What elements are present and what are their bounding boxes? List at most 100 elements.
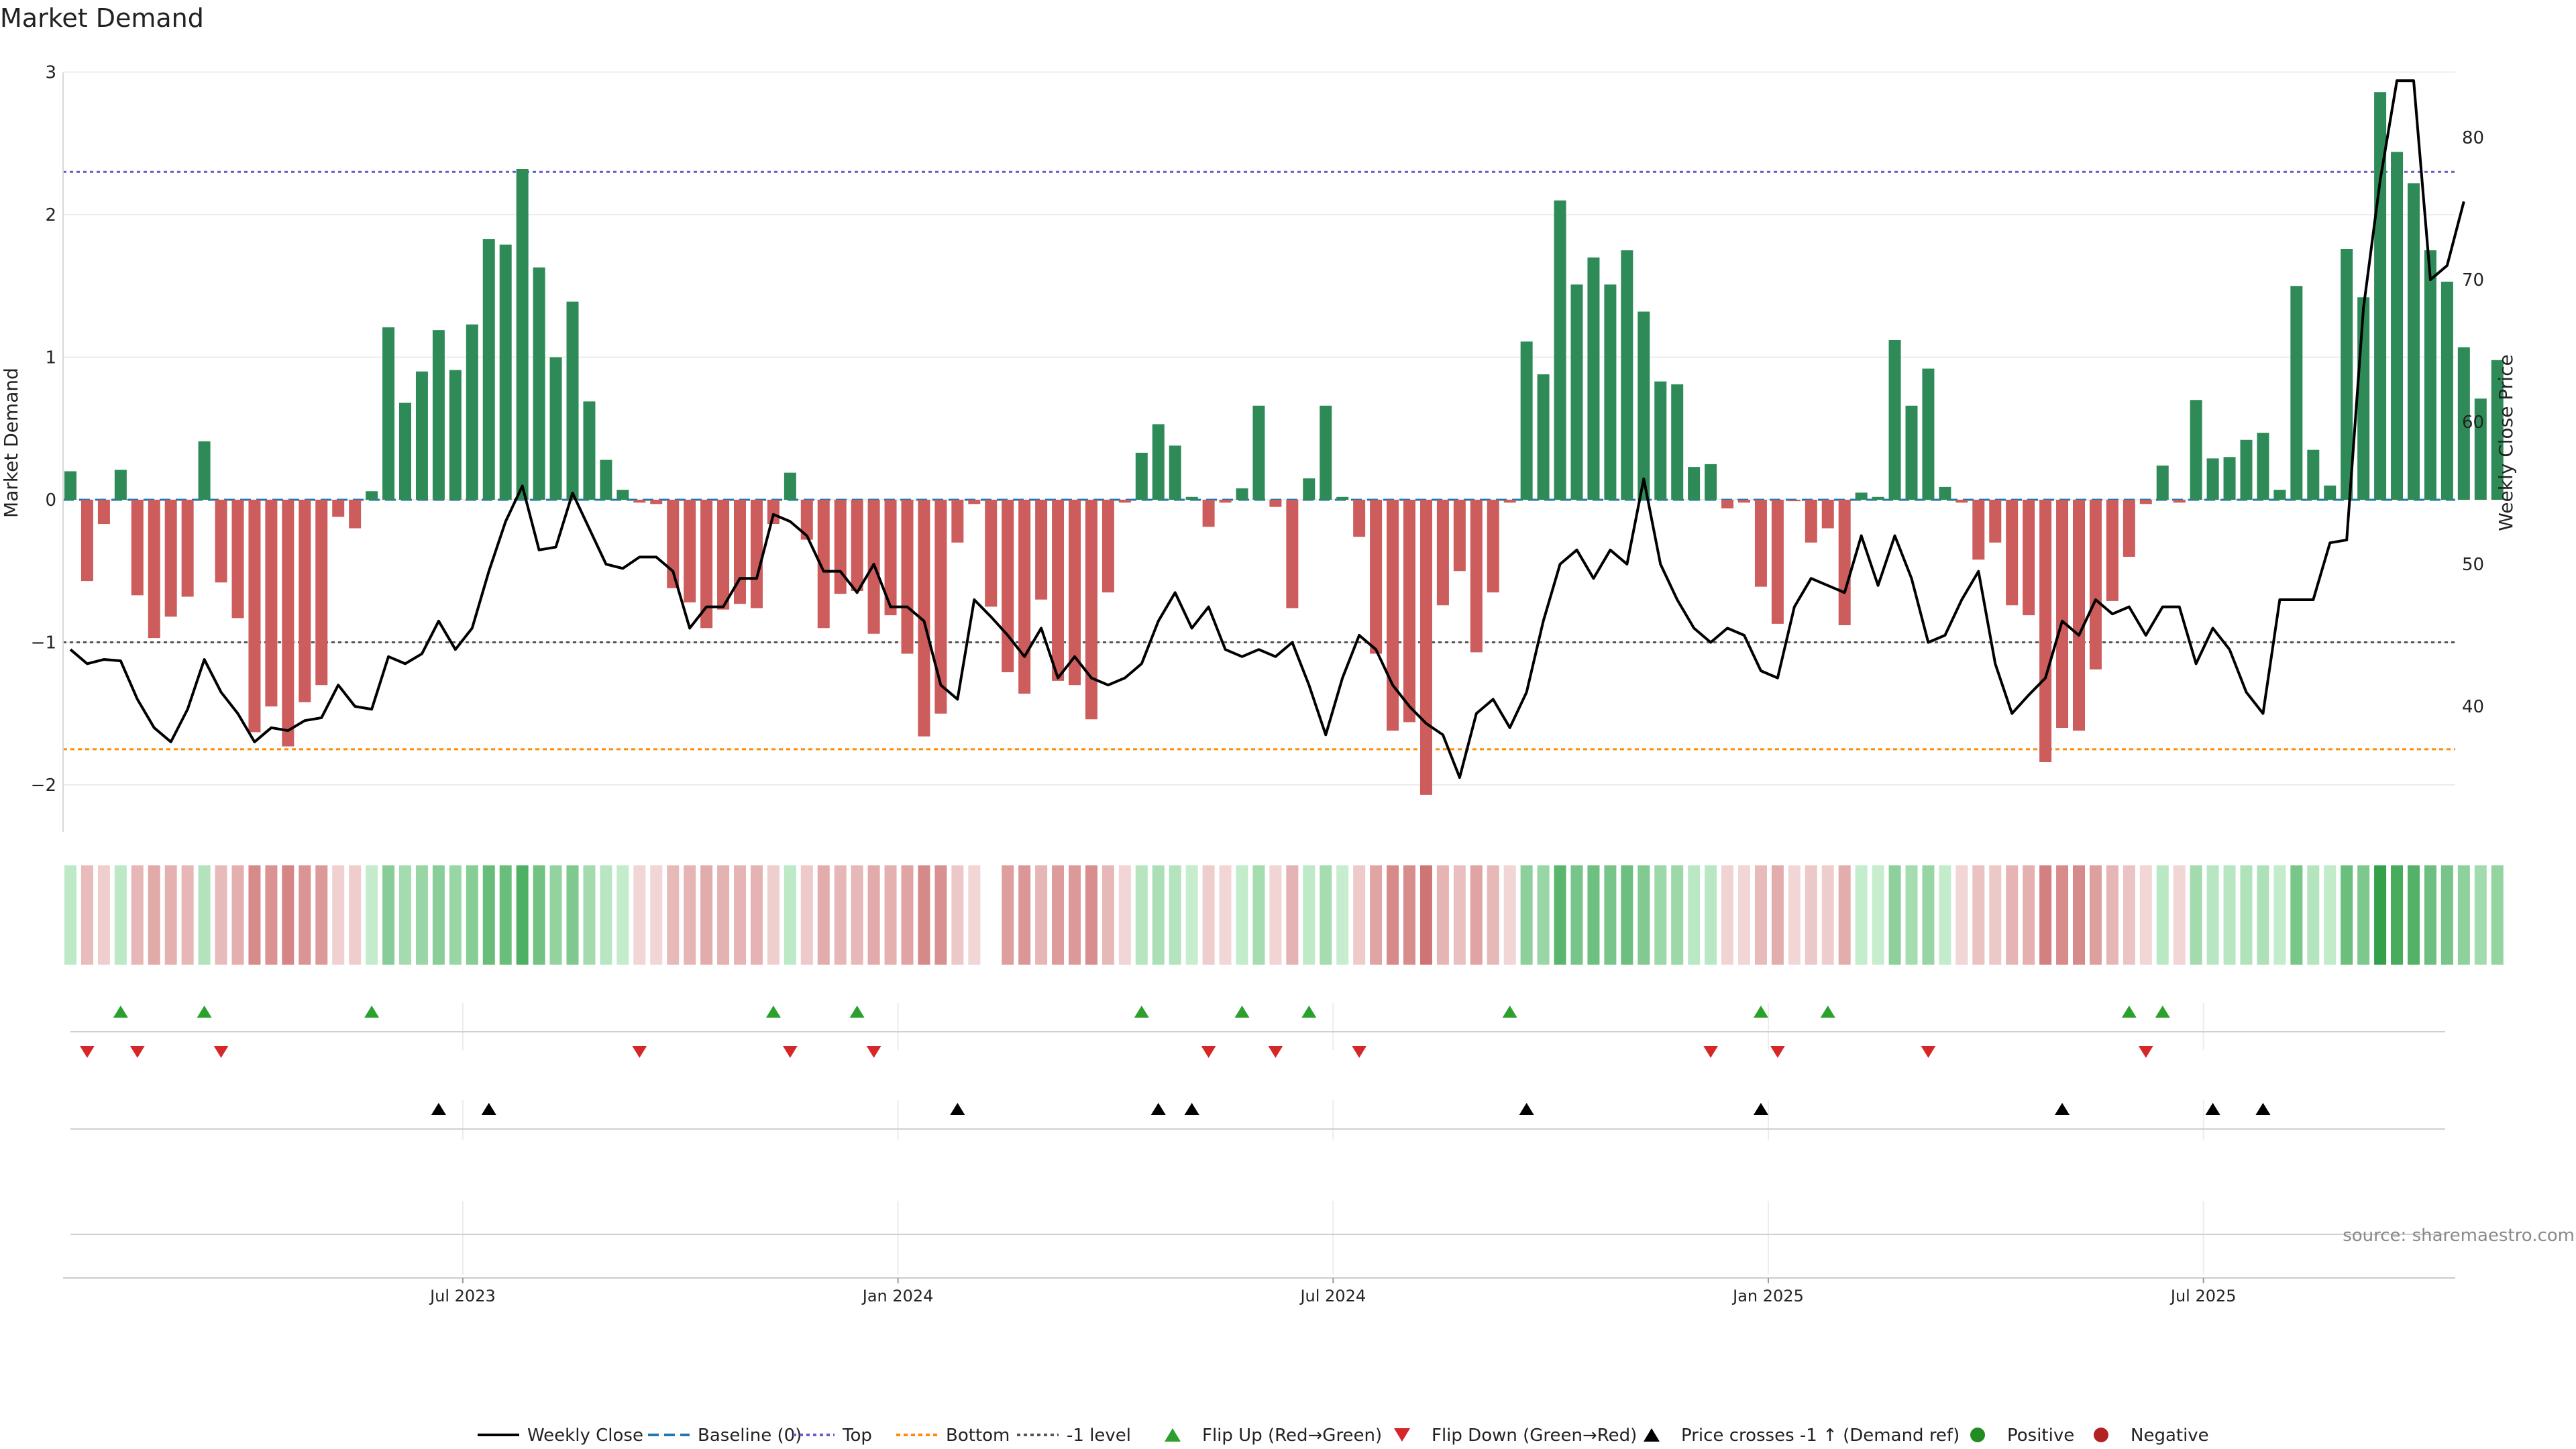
strip-cell <box>817 865 830 965</box>
strip-cell <box>1855 865 1868 965</box>
strip-cell <box>366 865 378 965</box>
y2-tick-label: 80 <box>2462 128 2484 148</box>
strip-cell <box>1470 865 1483 965</box>
price-cross-marker <box>1519 1103 1534 1115</box>
flip-up-marker <box>364 1006 380 1018</box>
strip-cell <box>1821 865 1834 965</box>
demand-bar <box>901 500 914 654</box>
demand-bar <box>198 441 211 500</box>
demand-bar <box>2039 500 2052 762</box>
demand-bar <box>2023 500 2035 616</box>
strip-cell <box>2424 865 2436 965</box>
demand-bar <box>1269 500 1282 507</box>
demand-bar <box>1018 500 1031 694</box>
legend-label: Flip Up (Red→Green) <box>1202 1426 1382 1446</box>
strip-cell <box>1370 865 1383 965</box>
price-cross-marker <box>481 1103 496 1115</box>
demand-bar <box>148 500 160 639</box>
demand-bar <box>1219 500 1232 503</box>
flip-up-marker <box>2121 1006 2137 1018</box>
demand-heat-strip <box>64 865 2504 965</box>
strip-cell <box>1587 865 1600 965</box>
demand-bar <box>1855 492 1868 500</box>
price-cross-marker <box>1753 1103 1768 1115</box>
strip-cell <box>1537 865 1550 965</box>
demand-bar <box>700 500 713 629</box>
strip-cell <box>800 865 813 965</box>
demand-bar <box>1872 496 1884 500</box>
strip-cell <box>867 865 880 965</box>
demand-bar <box>1202 500 1215 527</box>
demand-bar <box>2290 286 2303 500</box>
demand-bar <box>80 500 93 582</box>
demand-bar <box>1487 500 1499 593</box>
strip-cell <box>616 865 629 965</box>
demand-bar <box>934 500 947 714</box>
legend-label: Flip Down (Green→Red) <box>1432 1426 1637 1446</box>
flip-down-marker <box>782 1046 798 1058</box>
demand-bar <box>1688 467 1701 500</box>
x-tick-label: Jul 2025 <box>2169 1287 2237 1305</box>
demand-bar <box>1788 500 1801 502</box>
demand-bar <box>1303 478 1316 500</box>
demand-bar <box>1838 500 1851 625</box>
demand-bar <box>1336 496 1349 500</box>
demand-bar <box>2240 439 2253 500</box>
demand-bar <box>215 500 227 583</box>
strip-cell <box>382 865 395 965</box>
flip-up-marker <box>1502 1006 1517 1018</box>
flip-up-marker <box>765 1006 781 1018</box>
strip-cell <box>1805 865 1817 965</box>
demand-bar <box>2457 347 2470 500</box>
demand-bar <box>1821 500 1834 529</box>
x-axis-ticks: Jul 2023 Jan 2024 Jul 2024 Jan 2025 Jul 2025 <box>429 1278 2237 1305</box>
strip-cell <box>2106 865 2118 965</box>
demand-bar <box>415 371 428 500</box>
strip-cell <box>1002 865 1014 965</box>
strip-cell <box>198 865 211 965</box>
demand-bar <box>1570 284 1583 500</box>
strip-cell <box>2324 865 2337 965</box>
demand-bar <box>918 500 930 737</box>
legend-swatch <box>1394 1428 1410 1442</box>
demand-bar <box>1286 500 1299 608</box>
demand-bar <box>282 500 294 747</box>
strip-cell <box>2206 865 2219 965</box>
strip-cell <box>1320 865 1332 965</box>
strip-cell <box>131 865 144 965</box>
strip-cell <box>750 865 763 965</box>
demand-bar <box>1370 500 1383 654</box>
strip-cell <box>1487 865 1499 965</box>
strip-cell <box>1236 865 1248 965</box>
strip-cell <box>2290 865 2303 965</box>
demand-bar <box>1436 500 1449 606</box>
strip-cell <box>2123 865 2135 965</box>
strip-cell <box>1052 865 1065 965</box>
strip-cell <box>1219 865 1232 965</box>
price-cross-marker <box>2255 1103 2271 1115</box>
strip-cell <box>2023 865 2035 965</box>
demand-bar <box>2056 500 2069 728</box>
demand-bar <box>332 500 345 517</box>
y2-tick-label: 50 <box>2462 555 2484 575</box>
demand-bar <box>349 500 362 529</box>
demand-bar <box>1922 368 1935 500</box>
y2-axis-label: Weekly Close Price <box>2495 354 2517 531</box>
flip-down-marker <box>632 1046 647 1058</box>
strip-cell <box>1169 865 1181 965</box>
strip-cell <box>1554 865 1566 965</box>
strip-cell <box>1286 865 1299 965</box>
demand-bar <box>1252 405 1265 500</box>
demand-bar <box>1554 200 1566 500</box>
demand-bar <box>366 491 378 500</box>
demand-bar <box>2123 500 2135 557</box>
strip-cell <box>2273 865 2286 965</box>
demand-bar <box>750 500 763 608</box>
strip-cell <box>851 865 863 965</box>
demand-bar <box>1069 500 1081 686</box>
flip-up-marker <box>1234 1006 1250 1018</box>
demand-bar <box>1771 500 1784 624</box>
demand-bar <box>667 500 680 588</box>
chart-title: Market Demand <box>0 3 204 33</box>
strip-cell <box>1303 865 1316 965</box>
